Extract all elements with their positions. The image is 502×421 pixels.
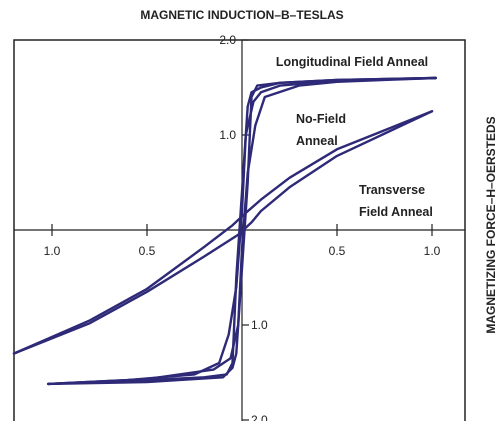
loop-2-upper-branch [12,110,434,355]
x-tick-label: 0.5 [139,244,156,258]
axis-ticks: 1.0 0.5 0.5 1.0 2.0 1.0 1.0 2.0 [44,33,441,421]
x-tick-label: 1.0 [424,244,441,258]
annotation-longitudinal: Longitudinal Field Anneal [276,55,428,69]
loop-1-upper-branch [47,76,437,386]
y-tick-label: 1.0 [219,128,236,142]
plot-frame [13,39,466,421]
x-tick-label: 0.5 [329,244,346,258]
annotation-transverse: Transverse Field Anneal [359,183,433,219]
x-axis-label: MAGNETIZING FORCE–H–OERSTEDS [484,116,498,333]
chart-title: MAGNETIC INDUCTION–B–TESLAS [140,8,343,22]
y-tick-label: 2.0 [251,413,268,421]
loop-2-lower-branch [12,110,434,355]
x-tick-label: 1.0 [44,244,61,258]
hysteresis-loops [12,76,437,386]
y-tick-label: 1.0 [251,318,268,332]
annotation-no-field: No-Field Anneal [296,112,346,148]
y-tick-label: 2.0 [219,33,236,47]
loop-1-lower-branch [47,76,437,386]
